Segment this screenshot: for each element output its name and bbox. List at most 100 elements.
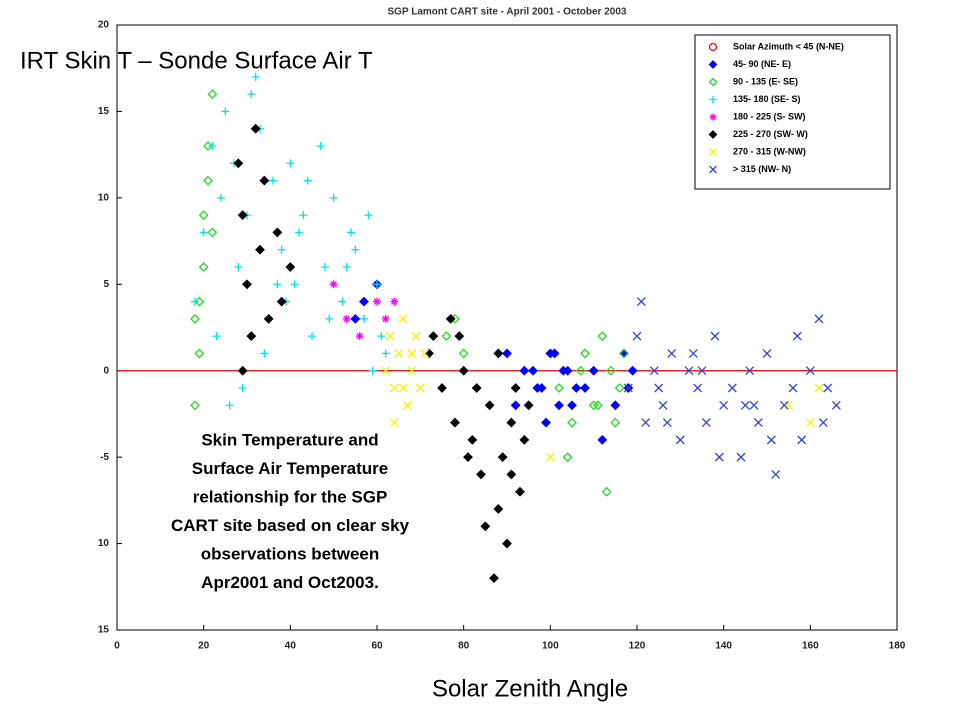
point <box>233 158 244 169</box>
point <box>381 314 390 323</box>
x-tick-label: 80 <box>458 641 470 652</box>
point <box>510 383 521 393</box>
point <box>368 366 377 375</box>
legend-marker <box>709 96 717 103</box>
point <box>295 228 303 237</box>
y-tick-label: 15 <box>98 625 110 636</box>
x-tick-label: 120 <box>629 641 646 652</box>
point <box>619 348 629 359</box>
y-tick-label: 20 <box>98 20 110 31</box>
point <box>221 107 230 116</box>
y-tick-label: 0 <box>103 365 109 376</box>
legend-label: 90 - 135 (E- SE) <box>733 76 798 86</box>
point <box>575 365 586 376</box>
point <box>805 366 815 376</box>
point <box>541 417 551 428</box>
point <box>207 227 218 238</box>
point <box>515 486 525 497</box>
point <box>580 348 590 359</box>
point <box>458 365 469 376</box>
point <box>347 228 355 237</box>
point <box>818 418 828 428</box>
point <box>493 348 504 359</box>
point <box>269 176 277 185</box>
annotation-line: Surface Air Temperature <box>192 459 389 478</box>
point <box>610 417 621 428</box>
point <box>805 418 815 428</box>
point <box>250 123 261 134</box>
point <box>325 314 334 323</box>
annotation-line: relationship for the SGP <box>193 487 388 506</box>
point <box>623 383 633 393</box>
point <box>238 384 247 392</box>
legend-label: 180 - 225 (S- SW) <box>733 111 806 121</box>
point <box>321 263 329 271</box>
point <box>649 366 659 376</box>
point <box>545 452 555 462</box>
point <box>191 297 199 306</box>
legend-box <box>694 34 891 190</box>
point <box>441 331 452 342</box>
point <box>606 365 616 376</box>
point <box>784 400 794 410</box>
point <box>212 332 221 341</box>
point <box>471 383 482 393</box>
overlay-title: IRT Skin T – Sonde Surface Air T <box>20 47 373 74</box>
point <box>667 348 677 358</box>
x-tick-label: 60 <box>371 641 383 652</box>
point <box>351 245 360 254</box>
point <box>373 297 381 306</box>
point <box>420 348 430 358</box>
point <box>714 452 724 462</box>
point <box>601 486 612 497</box>
point <box>198 262 209 272</box>
point <box>199 228 208 237</box>
point <box>428 331 439 342</box>
point <box>502 348 512 359</box>
point <box>263 313 274 324</box>
point <box>831 400 841 410</box>
point <box>493 504 504 514</box>
legend-marker <box>708 77 718 87</box>
point <box>450 417 460 428</box>
point <box>190 400 200 411</box>
point <box>381 349 390 358</box>
point <box>610 400 621 411</box>
point <box>580 383 590 393</box>
point <box>203 175 213 186</box>
point <box>771 469 781 479</box>
point <box>398 314 408 324</box>
point <box>437 383 447 393</box>
point <box>225 401 234 410</box>
point <box>792 331 802 341</box>
point <box>359 296 369 307</box>
point <box>627 365 638 376</box>
legend-label: Solar Azimuth < 45 (N-NE) <box>733 41 844 51</box>
y-tick-label: 10 <box>98 538 110 549</box>
x-tick-label: 0 <box>114 641 120 652</box>
point <box>588 400 599 411</box>
point <box>641 418 651 428</box>
point <box>329 280 338 289</box>
point <box>727 383 737 393</box>
point <box>463 452 473 463</box>
y-tick-label: -5 <box>100 452 109 463</box>
point <box>489 573 499 584</box>
legend-marker <box>709 165 717 174</box>
point <box>528 365 538 376</box>
point <box>290 280 299 289</box>
point <box>797 435 807 445</box>
annotation-line: Skin Temperature and <box>201 430 378 449</box>
point <box>519 434 530 445</box>
point <box>693 383 703 393</box>
point <box>407 366 417 376</box>
point <box>190 313 200 324</box>
point <box>484 400 495 411</box>
point <box>329 193 338 202</box>
point <box>308 332 316 341</box>
point <box>316 142 325 150</box>
point <box>273 280 282 289</box>
point <box>415 383 425 393</box>
point <box>497 452 508 463</box>
point <box>260 349 269 358</box>
